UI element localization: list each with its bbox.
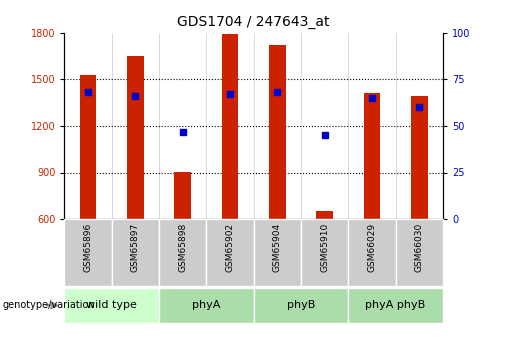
Text: GSM65902: GSM65902: [226, 223, 234, 272]
Text: GSM65904: GSM65904: [273, 223, 282, 272]
Bar: [64, 288, 159, 323]
Bar: [175, 172, 191, 219]
Bar: [301, 219, 348, 286]
Text: phyA phyB: phyA phyB: [366, 300, 426, 310]
Text: wild type: wild type: [86, 300, 137, 310]
Bar: [159, 219, 207, 286]
Bar: [159, 288, 253, 323]
Text: GSM66029: GSM66029: [367, 223, 376, 272]
Bar: [64, 219, 112, 286]
Text: phyA: phyA: [192, 300, 220, 310]
Text: genotype/variation: genotype/variation: [3, 300, 95, 310]
Bar: [411, 96, 427, 219]
Text: GSM65910: GSM65910: [320, 223, 329, 272]
Title: GDS1704 / 247643_at: GDS1704 / 247643_at: [177, 15, 330, 29]
Bar: [221, 34, 238, 219]
Bar: [207, 219, 253, 286]
Bar: [80, 75, 96, 219]
Bar: [112, 219, 159, 286]
Text: GSM65896: GSM65896: [83, 223, 93, 272]
Bar: [253, 219, 301, 286]
Bar: [316, 210, 333, 219]
Bar: [396, 219, 443, 286]
Text: phyB: phyB: [287, 300, 315, 310]
Bar: [253, 288, 348, 323]
Bar: [269, 45, 286, 219]
Bar: [364, 93, 380, 219]
Bar: [127, 56, 144, 219]
Text: GSM66030: GSM66030: [415, 223, 424, 272]
Text: GSM65897: GSM65897: [131, 223, 140, 272]
Bar: [348, 219, 396, 286]
Text: GSM65898: GSM65898: [178, 223, 187, 272]
Bar: [348, 288, 443, 323]
